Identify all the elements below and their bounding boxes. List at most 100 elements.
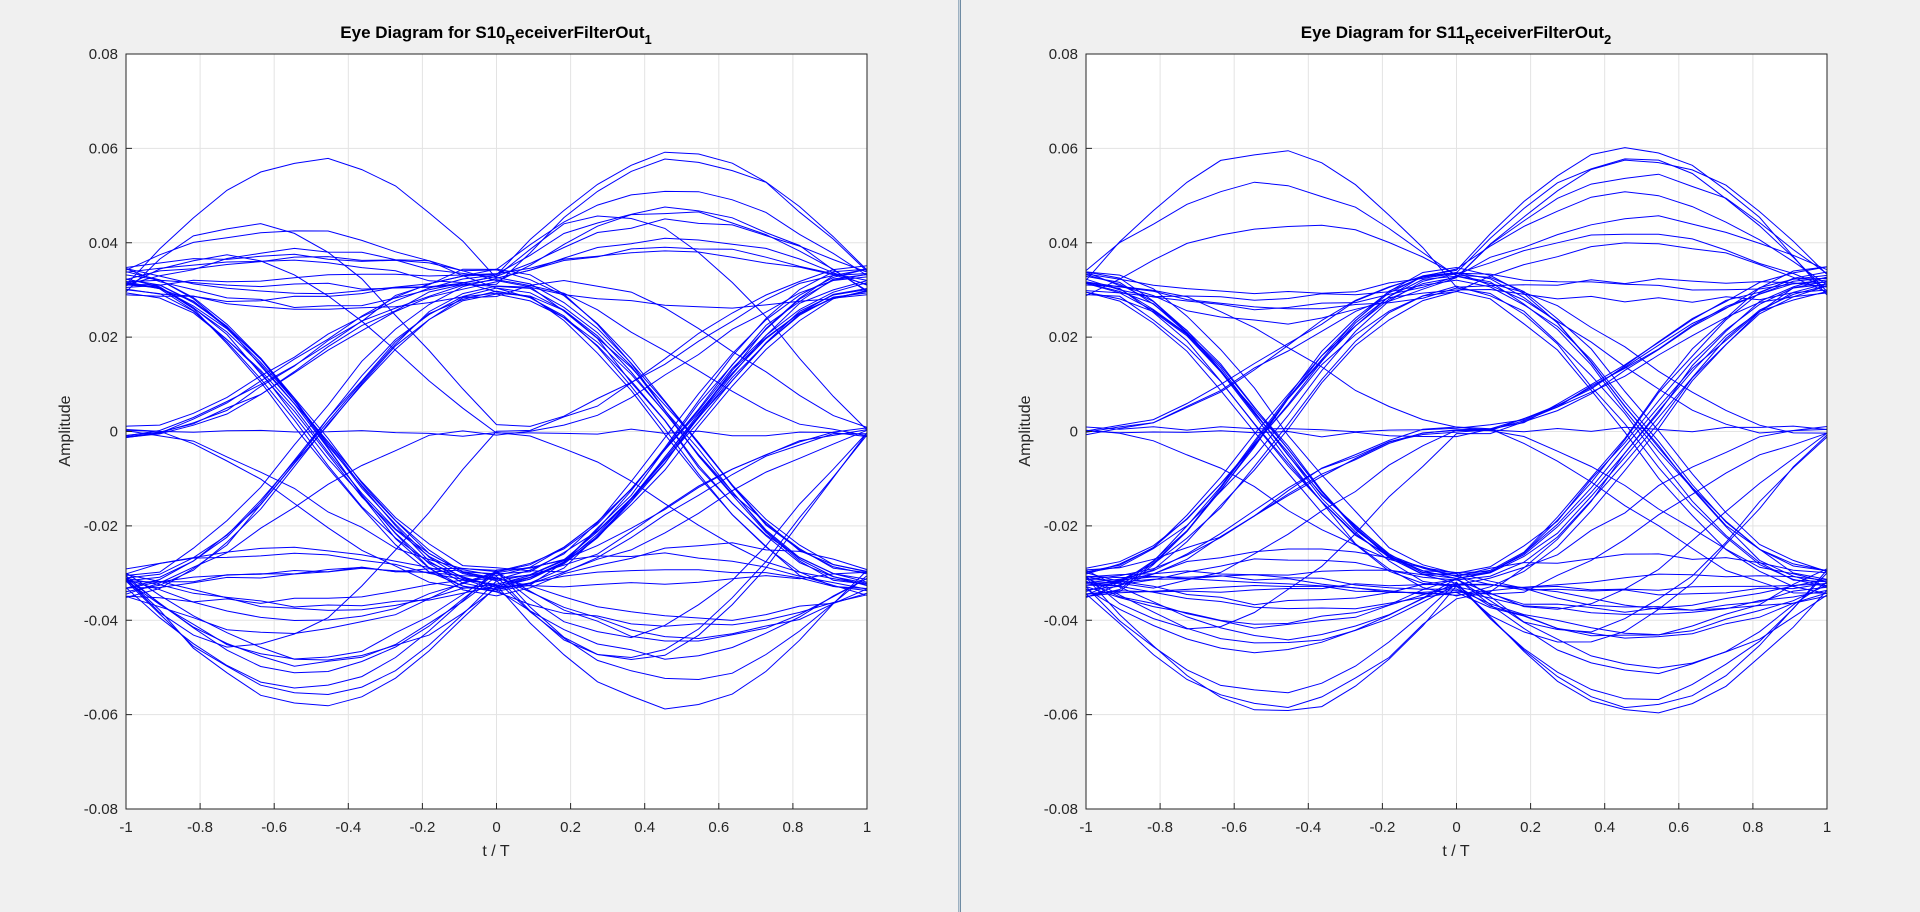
y-tick-label: -0.04 [84,612,118,629]
y-tick-label: 0 [1070,424,1078,441]
eye-trace [1085,569,1828,701]
eye-trace [125,432,868,639]
x-tick-label: -1 [1079,819,1092,836]
eye-trace [1085,150,1828,288]
y-tick-label: 0.06 [89,140,118,157]
eye-trace [125,276,868,595]
x-tick-label: 0.8 [782,819,803,836]
eye-trace [1085,173,1828,325]
eye-trace [125,254,868,438]
eye-trace [1085,272,1828,295]
y-tick-label: 0.04 [89,235,118,252]
eye-trace [1085,288,1828,433]
eye-trace [1085,582,1828,714]
figure-panel-2: -1 -0.8 -0.6 -0.4 -0.2 0 0.2 0.4 0.6 0.8 1 -0.08 -0.… [961,0,1920,912]
eye-trace [1085,272,1828,434]
eye-trace [125,271,868,575]
eye-trace [125,157,868,286]
eye-trace [125,434,868,667]
eye-trace [1085,279,1828,580]
axis-ticks: -1 -0.8 -0.6 -0.4 -0.2 0 0.2 0.4 0.6 0.8 1 -0.08 -0.… [84,46,871,836]
eye-trace [1085,568,1828,712]
eye-trace [125,279,868,593]
eye-trace [125,293,868,582]
x-tick-label: 0 [1452,819,1460,836]
eye-traces [125,151,868,710]
y-tick-label: -0.06 [84,707,118,724]
eye-trace [1085,266,1828,576]
eye-trace [1085,242,1828,573]
eye-trace [1085,224,1828,572]
y-tick-label: 0.06 [1049,140,1078,157]
eye-trace [125,223,868,427]
x-tick-label: 0.2 [1520,819,1541,836]
eye-trace [1085,275,1828,434]
eye-trace [1085,275,1828,597]
x-tick-label: -0.6 [1221,819,1247,836]
y-tick-label: 0 [110,424,118,441]
eye-trace [1085,266,1828,591]
y-tick-label: -0.06 [1044,707,1078,724]
eye-trace [1085,548,1828,611]
eye-trace [125,290,868,598]
eye-trace [125,151,868,427]
eye-trace [1085,573,1828,597]
eye-trace [1085,580,1828,629]
x-tick-label: -0.4 [335,819,361,836]
x-axis-label: t / T [482,843,509,860]
eye-trace [125,278,868,681]
eye-trace [1085,570,1828,636]
x-tick-label: 0.6 [1668,819,1689,836]
eye-trace [1085,575,1828,639]
y-axis-label: Amplitude [57,395,74,466]
y-tick-label: -0.04 [1044,612,1078,629]
eye-diagram-chart-1: -1 -0.8 -0.6 -0.4 -0.2 0 0.2 0.4 0.6 0.8 1 -0.08 -0.… [57,23,871,860]
eye-trace [125,273,868,635]
eye-trace [125,250,868,288]
eye-trace [1085,582,1828,596]
eye-trace [125,282,868,710]
eye-trace [125,230,868,589]
x-tick-label: -1 [119,819,132,836]
eye-trace [1085,283,1828,574]
eye-trace [1085,274,1828,630]
window-divider [958,0,961,912]
eye-trace [125,274,868,660]
eye-trace [125,430,868,661]
chart-title: Eye Diagram for S11ReceiverFilterOut2 [1301,23,1612,47]
eye-trace [1085,425,1828,580]
y-tick-label: 0.02 [89,329,118,346]
y-tick-label: -0.02 [1044,518,1078,535]
x-tick-label: 0.6 [708,819,729,836]
x-tick-label: 0 [492,819,500,836]
x-axis-label: t / T [1442,843,1469,860]
y-tick-label: -0.08 [84,801,118,818]
x-tick-label: -0.4 [1295,819,1321,836]
x-tick-label: -0.6 [261,819,287,836]
y-tick-label: 0.04 [1049,235,1078,252]
eye-diagram-chart-2: -1 -0.8 -0.6 -0.4 -0.2 0 0.2 0.4 0.6 0.8 1 -0.08 -0.… [1017,23,1831,860]
eye-trace [1085,291,1828,613]
x-tick-label: 1 [1823,819,1831,836]
y-tick-label: 0.02 [1049,329,1078,346]
eye-trace [1085,277,1828,433]
x-tick-label: -0.2 [1369,819,1395,836]
x-tick-label: -0.8 [1147,819,1173,836]
eye-trace [125,288,868,572]
chart-title: Eye Diagram for S10ReceiverFilterOut1 [340,23,651,47]
eye-trace [125,218,868,303]
x-tick-label: 1 [863,819,871,836]
y-axis-label: Amplitude [1017,395,1034,466]
grid-lines [126,54,867,809]
eye-trace [125,283,868,592]
eye-trace [125,285,868,579]
eye-trace [125,278,868,597]
eye-traces [1085,147,1828,714]
eye-trace [125,211,868,438]
eye-trace [125,571,868,707]
eye-trace [125,567,868,640]
y-tick-label: -0.08 [1044,801,1078,818]
eye-trace [1085,285,1828,586]
x-tick-label: 0.8 [1742,819,1763,836]
